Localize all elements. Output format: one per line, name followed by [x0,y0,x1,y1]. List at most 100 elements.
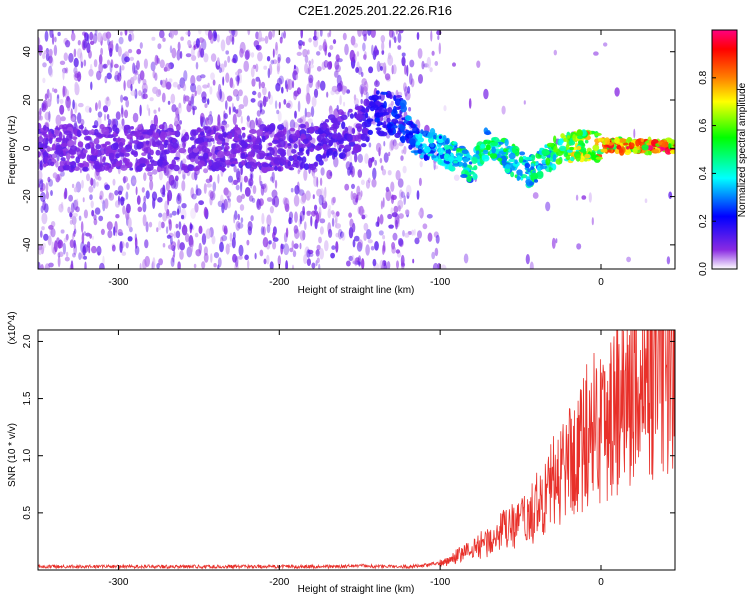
heatmap-noise-cell [46,98,52,108]
heatmap-noise-cell [191,93,194,105]
heatmap-noise-cell [311,262,316,269]
heatmap-ridge-cell [82,149,88,154]
heatmap-ridge-cell [108,152,115,158]
heatmap-noise-cell [38,245,43,251]
heatmap-ridge-cell [378,106,384,113]
heatmap-noise-cell [188,100,192,106]
heatmap-ridge-cell [246,156,253,160]
heatmap-noise-cell [227,55,231,63]
heatmap-noise-cell [416,32,420,40]
heatmap-noise-cell [139,104,142,117]
heatmap-noise-cell [139,70,145,81]
heatmap-noise-cell [49,67,54,78]
heatmap-noise-cell [262,95,267,108]
heatmap-noise-cell [228,106,231,115]
heatmap-noise-cell [266,254,270,265]
heatmap-noise-cell [81,251,84,260]
heatmap-noise-cell [581,195,587,200]
heatmap-noise-cell [118,36,124,45]
heatmap-ridge-cell [641,144,649,151]
heatmap-noise-cell [73,239,76,249]
heatmap-noise-cell [130,90,137,96]
heatmap-noise-cell [88,245,91,254]
heatmap-ridge-cell [273,157,282,165]
heatmap-noise-cell [236,75,240,87]
heatmap-noise-cell [182,158,187,165]
heatmap-noise-cell [260,81,266,89]
heatmap-ridge-cell [126,133,133,140]
heatmap-noise-cell [104,184,110,191]
heatmap-noise-cell [283,30,286,39]
heatmap-noise-cell [123,80,126,91]
heatmap-noise-cell [217,264,220,269]
heatmap-noise-cell [259,109,265,115]
heatmap-ridge-cell [314,145,322,151]
heatmap-ridge-cell [302,138,309,144]
heatmap-noise-cell [281,86,284,94]
heatmap-noise-cell [194,202,199,213]
heatmap-ridge-cell [231,160,239,165]
heatmap-ridge-cell [135,165,143,172]
heatmap-ridge-cell [416,141,421,146]
heatmap-ridge-cell [173,156,180,160]
heatmap-ridge-cell [156,165,161,173]
heatmap-noise-cell [49,56,54,67]
heatmap-noise-cell [354,235,360,242]
heatmap-noise-cell [232,89,239,97]
heatmap-ridge-cell [376,90,380,95]
heatmap-ridge-cell [76,129,82,138]
heatmap-noise-cell [186,103,192,113]
heatmap-ridge-cell [484,131,492,135]
heatmap-noise-cell [128,48,133,54]
heatmap-noise-cell [125,191,129,200]
heatmap-ridge-cell [486,144,491,151]
heatmap-noise-cell [328,228,333,238]
heatmap-ridge-cell [59,152,64,158]
heatmap-ridge-cell [78,124,84,130]
heatmap-ridge-cell [363,98,370,107]
heatmap-ridge-cell [216,140,223,145]
heatmap-noise-cell [198,225,203,234]
heatmap-noise-cell [370,245,375,251]
heatmap-ridge-cell [276,144,282,148]
heatmap-ridge-cell [112,137,117,142]
heatmap-noise-cell [291,264,295,269]
heatmap-noise-cell [203,252,209,263]
heatmap-noise-cell [158,212,163,218]
heatmap-noise-cell [256,110,261,117]
heatmap-noise-cell [276,62,281,72]
heatmap-noise-cell [330,210,335,215]
heatmap-ridge-cell [231,129,236,134]
heatmap-noise-cell [286,147,292,157]
heatmap-ridge-cell [559,145,567,152]
heatmap-ridge-cell [607,149,612,153]
heatmap-noise-cell [195,249,202,257]
heatmap-noise-cell [426,56,431,69]
heatmap-noise-cell [205,178,211,184]
heatmap-noise-cell [72,212,78,218]
heatmap-ridge-cell [95,144,101,150]
heatmap-noise-cell [303,168,308,181]
heatmap-noise-cell [175,113,179,119]
heatmap-ridge-cell [555,158,562,165]
heatmap-noise-cell [180,36,184,41]
heatmap-noise-cell [142,201,147,213]
heatmap-noise-cell [315,31,320,41]
heatmap-noise-cell [300,197,306,205]
heatmap-noise-cell [179,120,183,125]
heatmap-noise-cell [176,194,182,205]
heatmap-noise-cell [417,48,423,59]
heatmap-ridge-cell [563,137,568,142]
heatmap-ridge-cell [163,149,170,155]
heatmap-ridge-cell [279,149,286,153]
heatmap-noise-cell [293,243,299,250]
heatmap-noise-cell [144,255,150,268]
heatmap-noise-cell [165,77,168,90]
heatmap-noise-cell [77,102,84,108]
heatmap-noise-cell [106,96,110,101]
heatmap-ridge-cell [172,142,179,149]
heatmap-ridge-cell [137,124,143,131]
heatmap-noise-cell [179,250,184,260]
heatmap-noise-cell [350,190,354,201]
heatmap-noise-cell [346,260,351,267]
